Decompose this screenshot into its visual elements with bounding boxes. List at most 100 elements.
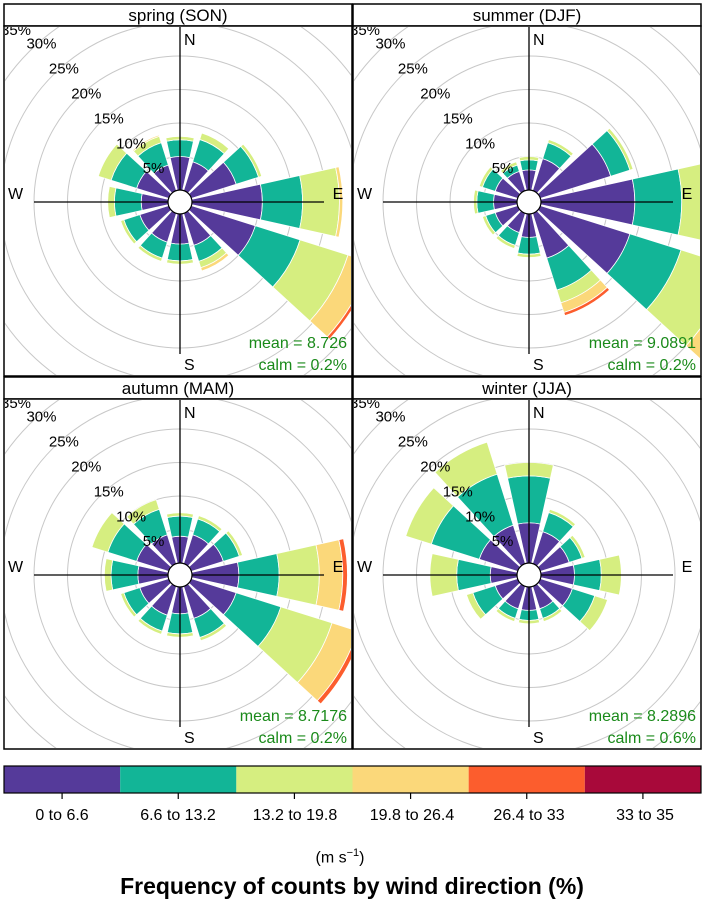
panel-1: summer (DJF) 5% 10% 15% 20% 25% 30%35% N E S Wmean… [350,3,702,377]
panel-plot-area: 5% 10% 15% 20% 25% 30%35% [5,27,351,375]
wedge-bin-2 [240,143,263,178]
radial-tick-label: 35% [350,395,380,412]
sector-150 [183,210,230,272]
wedge-bin-2 [495,234,516,250]
radial-tick-label: 25% [398,434,428,451]
panel-plot-area: 5% 10% 15% 20% 25% 30%35% [350,395,700,748]
wedge-bin-2 [579,595,609,632]
wedge-bin-2 [126,499,160,525]
calm-circle [167,189,193,215]
legend-label-0: 0 to 6.6 [35,807,89,824]
radial-tick-label: 30% [26,36,56,53]
wedge-bin-4 [326,304,351,340]
wedge-bin-4 [563,286,611,317]
radial-tick-label: 20% [71,86,101,103]
radial-tick-label: 10% [465,135,495,152]
direction-label-west: W [357,559,373,576]
radial-tick-label: 20% [420,459,450,476]
direction-label-north: N [533,405,545,422]
sector-120 [537,205,700,360]
calm-label: calm = 0.2% [259,730,347,747]
sector-30 [183,132,230,194]
radial-tick-label: 25% [398,61,428,78]
wedge-bin-2 [677,163,700,241]
panel-plot-area: 5% 10% 15% 20% 25% 30%35% [350,22,700,375]
sector-330 [126,499,177,567]
legend-colorbar [3,765,702,799]
mean-speed-label: mean = 8.726 [249,335,347,352]
radial-tick-label: 25% [49,434,79,451]
legend-label-1: 6.6 to 13.2 [140,807,216,824]
sector-300 [405,487,521,572]
wedge-bin-2 [465,592,487,620]
radial-tick-label: 20% [71,459,101,476]
direction-label-east: E [682,559,693,576]
wedge-bin-3 [685,328,700,360]
sector-120 [188,578,351,705]
panel-3: winter (JJA) 5% 10% 15% 20% 25% 30%35% N E S Wmean… [350,376,702,750]
legend-frame [3,765,702,794]
radial-tick-label: 10% [116,135,146,152]
panel-title: winter (JJA) [481,379,572,398]
wedge-bin-2 [137,617,163,635]
wedge-bin-2 [225,530,244,557]
legend-swatch-5 [584,766,701,793]
wedge-bin-2 [542,607,563,623]
legend-swatch-0 [4,766,121,793]
sector-150 [532,210,611,317]
wedge-bin-2 [405,487,455,545]
panel-plot-area: 5% 10% 15% 20% 25% 30%35% [5,400,351,748]
wedge-bin-2 [569,534,586,559]
calm-circle [167,562,193,588]
radial-tick-label: 35% [350,22,380,39]
wedge-bin-2 [137,244,163,262]
sector-120 [188,205,351,340]
panel-2: autumn (MAM) 5% 10% 15% 20% 25% 30%35% N E S Wmean… [3,376,353,750]
radial-tick-label: 15% [94,483,124,500]
direction-label-west: W [8,186,24,203]
direction-label-west: W [357,186,373,203]
wedge-bin-2 [197,515,223,533]
sector-30 [532,508,577,567]
wedge-bin-2 [91,512,125,553]
sector-330 [499,161,526,194]
panel-title: summer (DJF) [473,6,582,25]
calm-circle [516,189,542,215]
radial-tick-label: 10% [465,508,495,525]
sector-330 [131,134,177,194]
legend-label-5: 33 to 35 [616,807,674,824]
wedge-bin-2 [478,166,494,188]
legend-label-4: 26.4 to 33 [493,807,565,824]
radial-tick-label: 15% [94,110,124,127]
wedge-bin-3 [131,134,160,152]
radial-tick-label: 5% [143,160,165,177]
radial-tick-label: 30% [26,409,56,426]
direction-label-south: S [184,730,195,747]
radial-tick-label: 15% [443,483,473,500]
radial-tick-label: 5% [492,160,514,177]
legend-title: Frequency of counts by wind direction (%… [120,873,584,899]
sector-210 [137,210,177,262]
wedge-bin-2 [199,132,230,155]
direction-label-south: S [184,357,195,374]
direction-label-east: E [682,186,693,203]
radial-tick-label: 5% [143,533,165,550]
direction-label-west: W [8,559,24,576]
sector-240 [481,205,521,236]
panel-title: autumn (MAM) [122,379,234,398]
direction-label-north: N [184,32,196,49]
radial-tick-label: 15% [443,110,473,127]
direction-label-south: S [533,357,544,374]
wedge-bin-2 [499,161,518,174]
wedge-bin-4 [338,538,348,612]
wedge-bin-2 [120,592,138,618]
units-exponent: −1 [346,847,360,859]
legend-label-3: 19.8 to 26.4 [369,807,455,824]
calm-label: calm = 0.2% [259,357,347,374]
legend-swatch-4 [468,766,585,793]
wedge-bin-2 [606,127,634,171]
mean-speed-label: mean = 8.7176 [240,708,347,725]
sector-240 [120,578,172,618]
wedge-bin-3 [200,252,230,272]
